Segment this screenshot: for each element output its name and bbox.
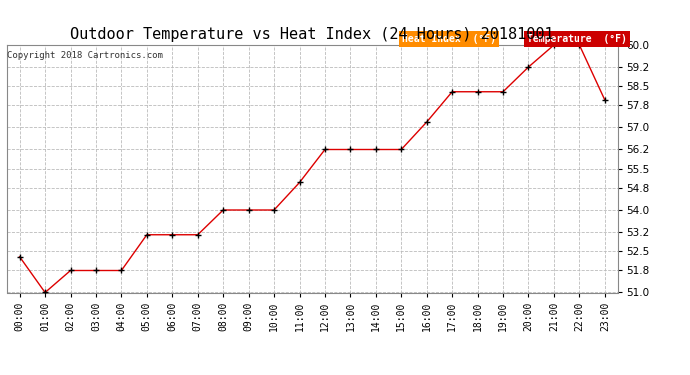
Text: Heat Index  (°F): Heat Index (°F)	[402, 34, 496, 44]
Text: Temperature  (°F): Temperature (°F)	[527, 34, 627, 44]
Text: Copyright 2018 Cartronics.com: Copyright 2018 Cartronics.com	[7, 51, 163, 60]
Title: Outdoor Temperature vs Heat Index (24 Hours) 20181001: Outdoor Temperature vs Heat Index (24 Ho…	[70, 27, 554, 42]
